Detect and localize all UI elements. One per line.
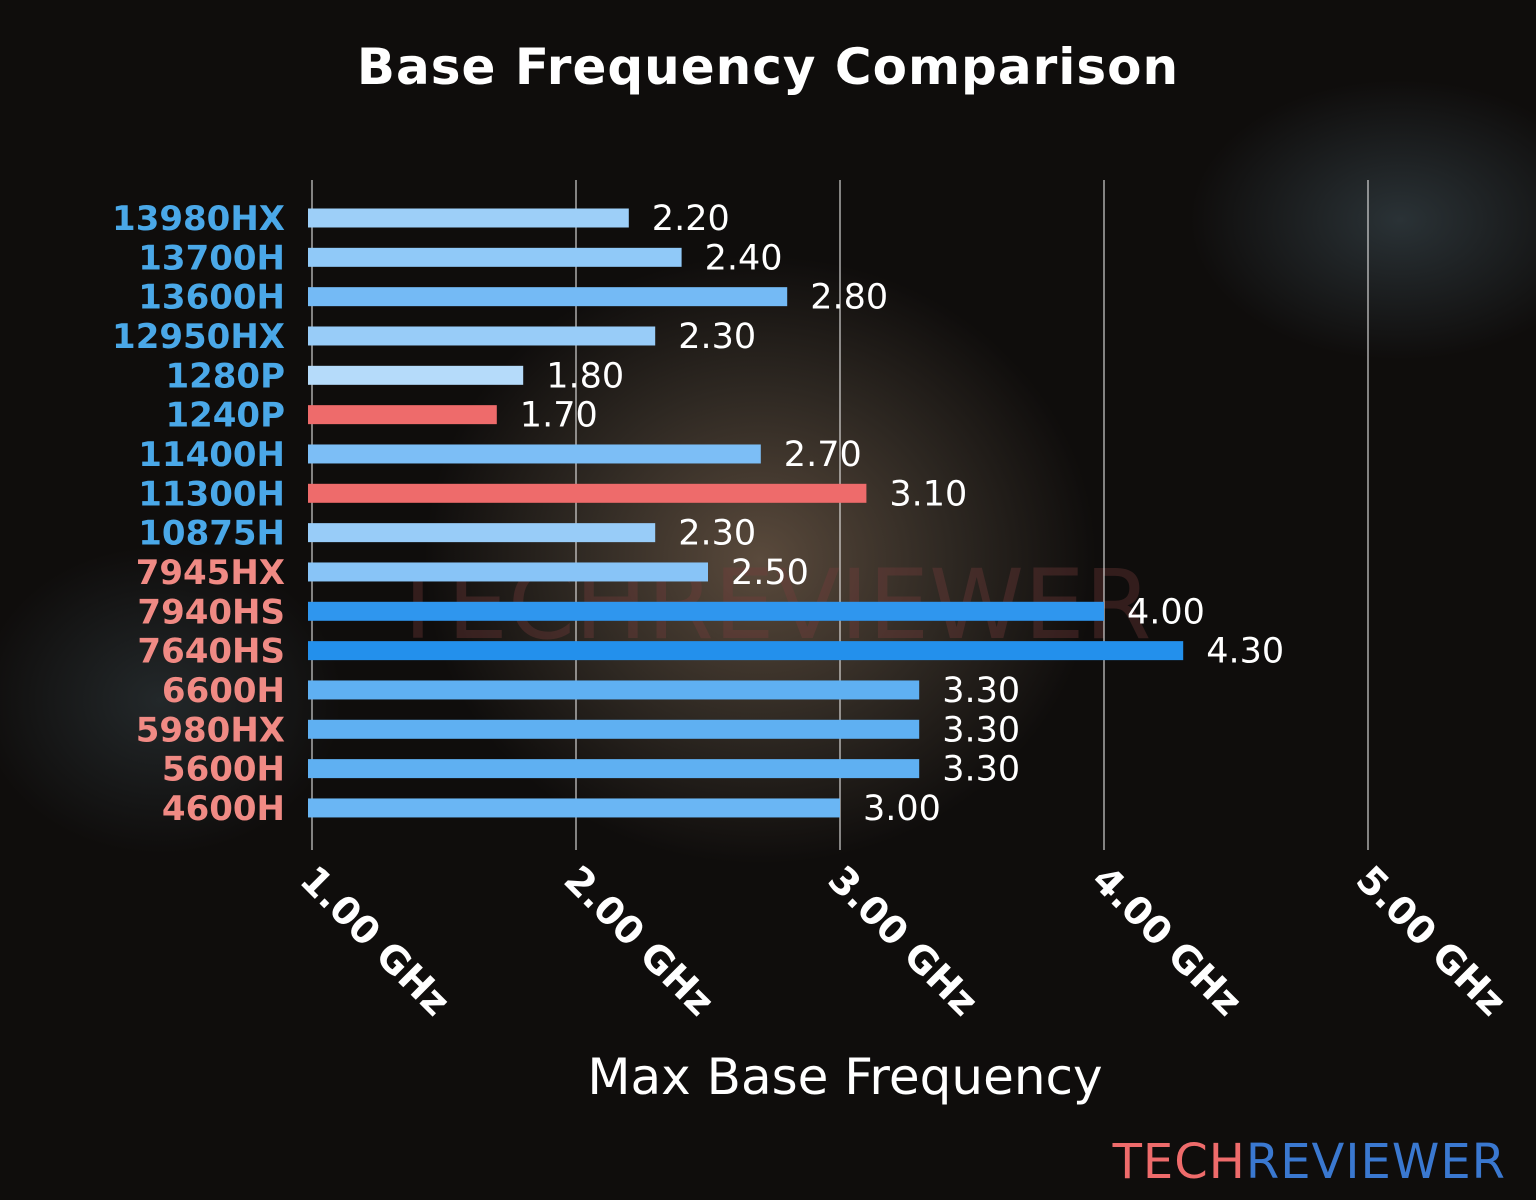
bar-13700H: [308, 247, 682, 267]
bar-7640HS: [308, 641, 1184, 661]
y-tick-label: 13600H: [138, 278, 285, 318]
bar-10875H: [308, 523, 656, 543]
y-tick-label: 11400H: [138, 435, 285, 475]
bar-13600H: [308, 287, 788, 307]
data-label: 2.80: [810, 278, 888, 318]
bar-5980HX: [308, 719, 920, 739]
bar-12950HX: [308, 326, 656, 346]
x-tick-label: 1.00 GHz: [292, 857, 459, 1024]
y-tick-label: 10875H: [138, 514, 285, 554]
x-tick-label: 2.00 GHz: [556, 857, 723, 1024]
y-tick-label: 5980HX: [136, 710, 285, 750]
bar-5600H: [308, 759, 920, 779]
x-tick-label: 5.00 GHz: [1348, 857, 1515, 1024]
y-tick-label: 11300H: [138, 474, 285, 514]
y-tick-label: 13980HX: [112, 199, 285, 239]
x-tick-label: 3.00 GHz: [820, 857, 987, 1024]
x-axis-label: Max Base Frequency: [587, 1048, 1102, 1106]
x-tick-label: 4.00 GHz: [1084, 857, 1251, 1024]
data-label: 3.30: [942, 671, 1020, 711]
bar-11300H: [308, 483, 867, 503]
data-label: 3.30: [942, 710, 1020, 750]
data-label: 1.80: [546, 356, 624, 396]
logo-part-tech: TECH: [1112, 1134, 1246, 1190]
y-tick-label: 1280P: [165, 356, 285, 396]
bar-7945HX: [308, 562, 708, 582]
data-label: 3.00: [863, 789, 941, 829]
bar-4600H: [308, 798, 840, 818]
data-label: 2.40: [705, 238, 783, 278]
techreviewer-logo: TECHREVIEWER: [1113, 1134, 1506, 1190]
data-label: 1.70: [520, 396, 598, 436]
data-label: 3.10: [889, 474, 967, 514]
logo-part-reviewer: REVIEWER: [1245, 1134, 1506, 1190]
bar-1240P: [308, 405, 497, 425]
bar-7940HS: [308, 601, 1104, 621]
data-label: 4.00: [1127, 592, 1205, 632]
y-tick-label: 12950HX: [112, 317, 285, 357]
data-label: 2.50: [731, 553, 809, 593]
data-label: 4.30: [1206, 632, 1284, 672]
y-tick-label: 13700H: [138, 238, 285, 278]
bar-6600H: [308, 680, 920, 700]
chart-title: Base Frequency Comparison: [357, 38, 1179, 96]
y-tick-label: 7945HX: [136, 553, 285, 593]
y-tick-label: 6600H: [162, 671, 285, 711]
data-label: 2.30: [678, 514, 756, 554]
data-label: 2.20: [652, 199, 730, 239]
bar-1280P: [308, 365, 524, 385]
bar-13980HX: [308, 208, 629, 228]
data-label: 2.30: [678, 317, 756, 357]
y-tick-label: 7940HS: [137, 592, 285, 632]
data-label: 2.70: [784, 435, 862, 475]
y-tick-label: 4600H: [162, 789, 285, 829]
y-tick-label: 1240P: [165, 396, 285, 436]
data-label: 3.30: [942, 750, 1020, 790]
bar-11400H: [308, 444, 761, 464]
y-tick-label: 7640HS: [137, 632, 285, 672]
y-tick-label: 5600H: [162, 750, 285, 790]
